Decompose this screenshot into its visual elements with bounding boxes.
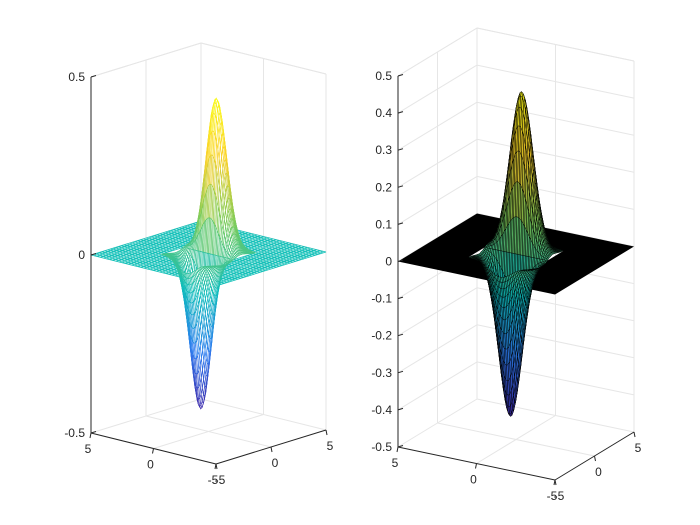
z-tick-label: 0.3 <box>375 143 392 157</box>
x-tick <box>215 463 218 470</box>
z-tick-label: 0.5 <box>375 69 392 83</box>
x-tick <box>270 446 273 453</box>
z-tick <box>397 74 404 77</box>
surface-skirt <box>90 220 327 287</box>
z-tick-label: 0 <box>78 248 85 262</box>
z-tick <box>90 253 97 256</box>
x-tick <box>325 429 328 436</box>
surface-skirt <box>398 213 634 295</box>
z-tick <box>90 75 97 78</box>
surf-plot-axes: -0.5-0.4-0.3-0.2-0.100.10.20.30.40.550-5… <box>371 27 642 503</box>
x-tick <box>594 455 596 462</box>
z-tick-label: 0.1 <box>375 217 392 231</box>
y-tick <box>475 463 477 469</box>
z-tick <box>397 445 404 448</box>
surface-mesh <box>90 97 327 410</box>
z-tick <box>397 111 404 114</box>
z-tick-label: -0.5 <box>371 440 392 454</box>
x-tick-labels: -5 0 5 <box>554 431 642 503</box>
z-tick-labels: -0.5 -0.4 -0.3 -0.2 -0.1 0 0.1 0.2 0.3 0.4 0.5 <box>371 69 404 454</box>
z-tick-labels: -0.5 0 0.5 <box>64 70 97 440</box>
z-tick <box>397 222 404 225</box>
z-tick-label: 0.2 <box>375 180 392 194</box>
x-tick-label: -5 <box>554 489 565 503</box>
z-tick <box>397 185 404 188</box>
y-tick <box>152 448 154 454</box>
z-tick <box>397 259 404 262</box>
x-tick <box>633 431 636 438</box>
z-tick-label: -0.2 <box>371 329 392 343</box>
y-tick-label: 5 <box>85 442 92 456</box>
z-tick <box>397 333 404 337</box>
x-tick-label: -5 <box>215 473 226 487</box>
z-tick <box>397 148 404 151</box>
z-tick-label: -0.5 <box>64 426 85 440</box>
z-tick-label: 0 <box>385 255 392 269</box>
x-tick-labels: -5 0 5 <box>215 429 334 487</box>
z-tick <box>397 407 404 411</box>
y-tick <box>396 446 399 453</box>
z-tick <box>90 431 97 434</box>
z-tick-label: -0.4 <box>371 403 392 417</box>
y-tick-label: 0 <box>147 458 154 472</box>
z-tick-label: -0.1 <box>371 292 392 306</box>
mesh-plot-axes: -0.5 0 0.5 5 0 -5-5 0 5 <box>64 42 334 487</box>
y-tick <box>89 432 92 439</box>
z-tick-label: 0.4 <box>375 106 392 120</box>
x-tick-label: 0 <box>272 456 279 470</box>
z-tick <box>397 370 404 374</box>
z-tick-label: 0.5 <box>68 70 85 84</box>
x-tick <box>554 479 557 486</box>
surface-mesh <box>398 90 634 418</box>
y-tick-label: -5 <box>547 489 558 503</box>
z-tick-label: -0.3 <box>371 366 392 380</box>
y-tick-label: -5 <box>208 473 219 487</box>
x-tick-label: 5 <box>327 439 334 453</box>
x-tick-label: 0 <box>595 465 602 479</box>
z-tick <box>397 296 404 300</box>
x-tick-label: 5 <box>635 441 642 455</box>
y-tick-label: 0 <box>470 473 477 487</box>
y-tick-label: 5 <box>392 456 399 470</box>
